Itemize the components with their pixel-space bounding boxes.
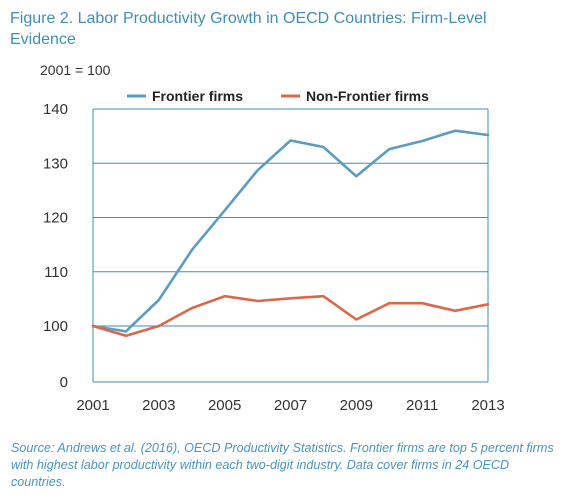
y-tick-labels: 0 100 110 120 130 140 — [43, 101, 68, 391]
figure-title: Figure 2. Labor Productivity Growth in O… — [10, 10, 487, 48]
y-tick-label: 0 — [60, 374, 68, 391]
x-tick-label: 2011 — [406, 397, 438, 414]
y-tick-label: 140 — [43, 101, 68, 118]
gridlines — [93, 108, 488, 327]
y-tick-label: 100 — [43, 318, 68, 335]
series-line — [91, 129, 490, 333]
x-tick-label: 2005 — [208, 397, 241, 414]
series-line — [91, 294, 490, 338]
x-tick-labels: 2001 2003 2005 2007 2009 2011 2013 — [76, 397, 504, 414]
source-note: Source: Andrews et al. (2016), OECD Prod… — [11, 441, 554, 489]
x-tick-label: 2013 — [471, 397, 504, 414]
legend-label: Frontier firms — [152, 88, 243, 104]
axes — [92, 109, 489, 383]
series-lines — [91, 129, 490, 338]
y-tick-label: 120 — [43, 210, 68, 227]
x-tick-label: 2001 — [76, 397, 109, 414]
y-tick-label: 110 — [44, 264, 68, 281]
legend-label: Non-Frontier firms — [306, 88, 429, 104]
y-tick-label: 130 — [43, 155, 68, 172]
y-axis-label: 2001 = 100 — [40, 62, 111, 78]
x-tick-label: 2007 — [274, 397, 307, 414]
x-tick-label: 2003 — [142, 397, 175, 414]
legend: Frontier firms Non-Frontier firms — [127, 88, 429, 104]
x-tick-label: 2009 — [340, 397, 373, 414]
